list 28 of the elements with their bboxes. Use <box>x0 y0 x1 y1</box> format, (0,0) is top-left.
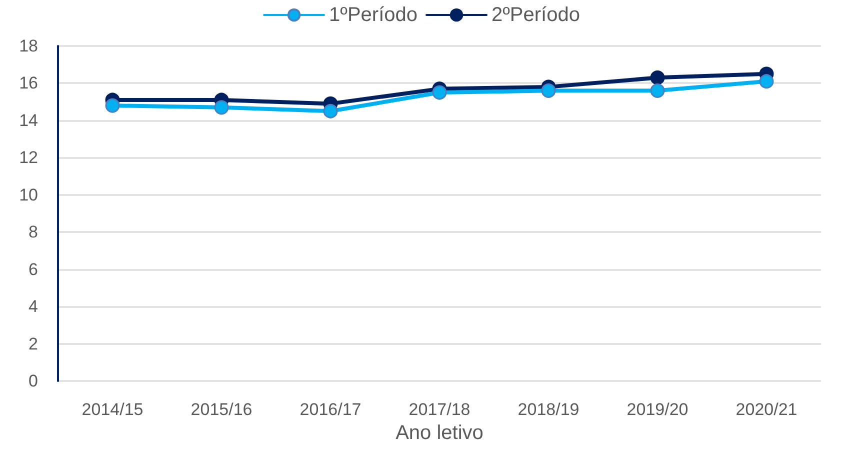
point <box>432 85 447 100</box>
x-tick-label: 2015/16 <box>190 400 252 419</box>
x-tick-label: 2016/17 <box>300 400 362 419</box>
x-axis-title: Ano letivo <box>396 422 484 444</box>
x-tick-label: 2014/15 <box>82 400 144 419</box>
y-tick-label: 18 <box>19 36 38 56</box>
point <box>541 83 556 98</box>
y-tick-label: 2 <box>28 334 38 354</box>
y-tick-label: 6 <box>28 260 38 279</box>
y-tick-label: 10 <box>19 185 38 204</box>
y-tick-label: 12 <box>19 148 38 168</box>
x-tick-label: 2017/18 <box>408 400 470 419</box>
point <box>650 83 665 98</box>
point <box>323 104 338 118</box>
legend-label: 1ºPeríodo <box>329 4 418 26</box>
point <box>105 98 120 113</box>
point <box>650 70 665 85</box>
y-tick-label: 0 <box>28 372 38 390</box>
y-tick-label: 8 <box>28 222 38 242</box>
y-tick-label: 16 <box>19 74 38 93</box>
point <box>759 74 774 89</box>
x-tick-label: 2019/20 <box>626 400 688 419</box>
point <box>214 100 229 115</box>
y-tick-label: 14 <box>19 110 38 130</box>
legend-label: 2ºPeríodo <box>492 4 580 26</box>
x-tick-label: 2020/21 <box>736 400 798 419</box>
y-tick-label: 4 <box>28 297 38 316</box>
x-tick-label: 2018/19 <box>518 400 580 419</box>
